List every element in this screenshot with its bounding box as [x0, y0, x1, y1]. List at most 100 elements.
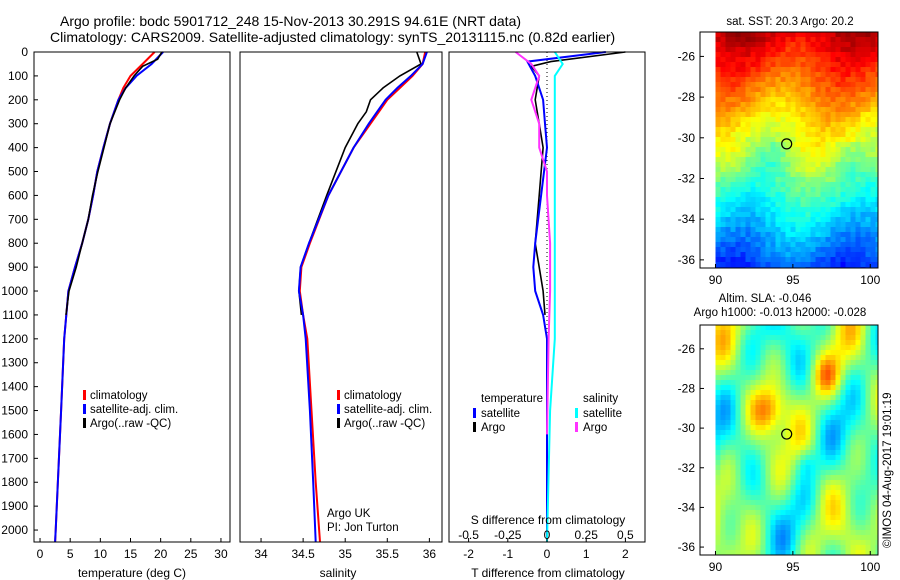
map-cell [805, 475, 811, 481]
map-cell [805, 365, 811, 371]
map-lat-tick-label: -26 [678, 342, 696, 356]
map-cell [870, 535, 876, 541]
map-cell [715, 182, 721, 188]
map-cell [815, 137, 821, 143]
map-cell [865, 475, 871, 481]
map-cell [805, 147, 811, 153]
map-cell [730, 330, 736, 336]
map-cell [870, 435, 876, 441]
map-cell [845, 92, 851, 98]
map-cell [775, 365, 781, 371]
map-cell [800, 325, 806, 331]
map-cell [820, 147, 826, 153]
map-cell [755, 37, 761, 43]
map-cell [740, 122, 746, 128]
map-cell [850, 92, 856, 98]
map-cell [865, 445, 871, 451]
map-cell [755, 57, 761, 63]
map-cell [840, 232, 846, 238]
salinity-legend-swatch [337, 390, 340, 400]
map-cell [815, 107, 821, 113]
map-cell [870, 405, 876, 411]
map-cell [760, 525, 766, 531]
map-cell [740, 515, 746, 521]
map-cell [720, 395, 726, 401]
map-cell [785, 490, 791, 496]
map-cell [740, 395, 746, 401]
diff-s-tick-label: -0.25 [494, 528, 522, 542]
temperature-x-tick-label: 5 [67, 547, 74, 561]
map-cell [830, 242, 836, 248]
map-cell [735, 177, 741, 183]
map-cell [750, 232, 756, 238]
map-cell [815, 455, 821, 461]
map-cell [815, 87, 821, 93]
map-cell [875, 97, 879, 103]
map-cell [805, 202, 811, 208]
map-cell [860, 87, 866, 93]
map-cell [735, 435, 741, 441]
map-cell [740, 72, 746, 78]
map-cell [725, 152, 731, 158]
map-cell [725, 122, 731, 128]
map-cell [800, 242, 806, 248]
map-cell [785, 470, 791, 476]
map-cell [815, 350, 821, 356]
map-cell [800, 182, 806, 188]
map-cell [855, 147, 861, 153]
map-cell [790, 465, 796, 471]
map-cell [775, 515, 781, 521]
map-cell [725, 97, 731, 103]
map-cell [830, 380, 836, 386]
map-cell [755, 172, 761, 178]
map-cell [875, 440, 879, 446]
map-cell [840, 510, 846, 516]
map-cell [770, 192, 776, 198]
map-cell [785, 450, 791, 456]
map-cell [735, 365, 741, 371]
map-cell [810, 335, 816, 341]
map-cell [775, 405, 781, 411]
map-cell [720, 37, 726, 43]
map-cell [775, 495, 781, 501]
salinity-legend-label: climatology [344, 390, 402, 402]
map-cell [765, 540, 771, 546]
map-cell [815, 152, 821, 158]
map-cell [830, 87, 836, 93]
map-cell [855, 102, 861, 108]
map-cell [770, 62, 776, 68]
map-cell [790, 380, 796, 386]
diff-salinity-argo-line [514, 51, 552, 435]
map-cell [865, 152, 871, 158]
map-cell [845, 52, 851, 58]
map-cell [810, 247, 816, 253]
map-cell [725, 162, 731, 168]
map-cell [805, 520, 811, 526]
map-cell [835, 385, 841, 391]
map-cell [715, 212, 721, 218]
map-cell [825, 375, 831, 381]
map-cell [730, 87, 736, 93]
map-cell [775, 350, 781, 356]
map-cell [715, 365, 721, 371]
depth-tick-label: 600 [8, 188, 28, 202]
map-cell [785, 147, 791, 153]
map-cell [745, 395, 751, 401]
map-cell [845, 127, 851, 133]
map-cell [860, 500, 866, 506]
map-cell [845, 157, 851, 163]
map-cell [815, 257, 821, 263]
map-cell [735, 495, 741, 501]
map-cell [840, 202, 846, 208]
map-cell [755, 355, 761, 361]
map-cell [765, 32, 771, 38]
map-cell [730, 545, 736, 551]
map-cell [775, 157, 781, 163]
map-cell [750, 127, 756, 133]
map-cell [820, 495, 826, 501]
map-cell [770, 107, 776, 113]
map-cell [775, 117, 781, 123]
map-cell [755, 495, 761, 501]
map-cell [790, 107, 796, 113]
map-cell [815, 162, 821, 168]
